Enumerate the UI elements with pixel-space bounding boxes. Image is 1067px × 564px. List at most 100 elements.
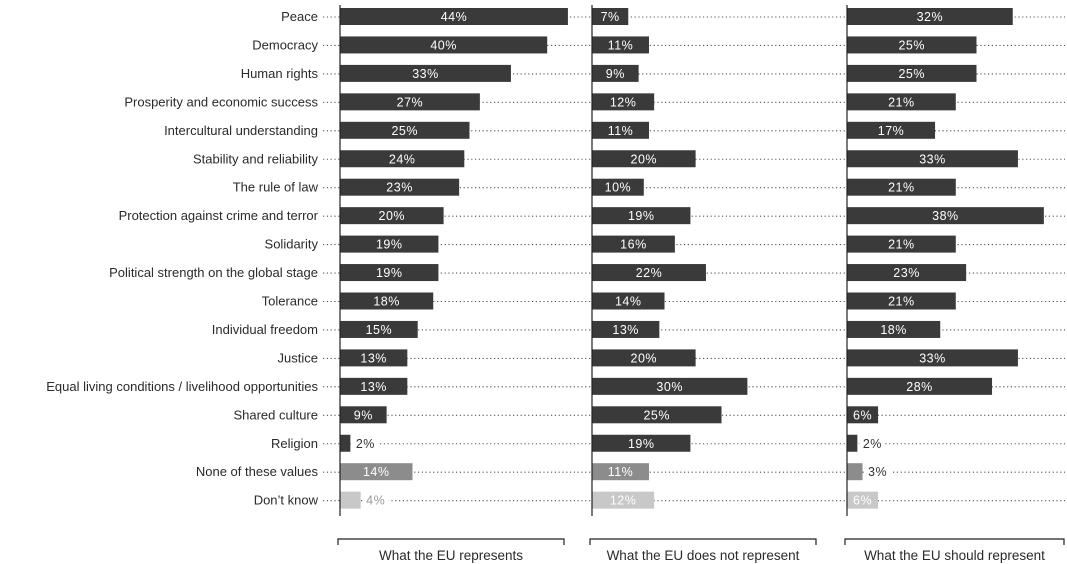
bar [340,406,387,424]
bar [592,264,706,282]
panel-title: What the EU does not represent [607,548,800,563]
bar-value-label: 2% [356,437,375,451]
bar-value-label: 23% [893,266,920,280]
bar-value-label: 18% [373,295,400,309]
bar-value-label: 4% [366,494,385,508]
bar-value-label: 12% [610,95,637,109]
bar [847,292,956,310]
bar [847,434,858,452]
bar [340,434,351,452]
bar-value-label: 17% [878,124,905,138]
category-label: Democracy [252,37,318,52]
bar-value-label: 13% [360,351,387,365]
bar-value-label: 20% [379,209,406,223]
bar-value-label: 11% [608,38,634,52]
bar-value-label: 40% [430,38,457,52]
bar-value-label: 33% [919,351,946,365]
bar-value-label: 14% [615,295,642,309]
bar [592,150,696,168]
bar [847,64,977,82]
bar-value-label: 6% [853,494,872,508]
category-label: Political strength on the global stage [109,265,318,280]
category-label: Don’t know [254,493,319,508]
category-label: Shared culture [233,407,318,422]
bar [340,463,413,481]
bar-value-label: 28% [906,380,933,394]
bar [592,178,644,196]
bar-value-label: 18% [880,323,907,337]
bar [592,406,722,424]
bar-value-label: 21% [888,295,915,309]
bar [847,377,993,395]
label-backdrop [362,492,389,508]
bar-value-label: 19% [376,238,403,252]
bar-value-label: 19% [628,209,655,223]
bar-value-label: 15% [366,323,393,337]
bar [592,121,649,139]
bar-value-label: 3% [868,465,887,479]
bar-value-label: 20% [631,351,658,365]
bar-value-label: 44% [441,10,468,24]
bar [847,491,879,509]
bar-value-label: 11% [608,465,634,479]
bar-value-label: 16% [620,238,647,252]
bar [592,349,696,367]
bar [847,320,941,338]
panel-bracket [844,538,1065,545]
bar-value-label: 13% [612,323,639,337]
bar [340,491,361,509]
bar [847,36,977,54]
bar [847,207,1044,225]
category-label: Equal living conditions / livelihood opp… [46,379,318,394]
bar-value-label: 25% [643,408,670,422]
category-label: Stability and reliability [193,151,319,166]
bar-value-label: 25% [391,124,418,138]
bar [340,264,439,282]
bar [340,121,470,139]
bar-value-label: 21% [888,95,915,109]
category-label: Peace [281,9,318,24]
bar [847,8,1013,25]
bar-value-label: 19% [628,437,655,451]
bar-value-label: 25% [898,67,925,81]
bar [340,207,444,225]
bar [592,434,691,452]
bar [592,491,655,509]
bar-value-label: 21% [888,238,915,252]
bar-value-label: 24% [389,152,416,166]
bar [340,377,408,395]
category-label: Intercultural understanding [164,123,318,138]
category-label: Solidarity [265,237,319,252]
bar [847,235,956,253]
bar [340,320,418,338]
category-label: Individual freedom [212,322,318,337]
bar [592,292,665,310]
bar-value-label: 7% [601,10,620,24]
label-backdrop [859,435,886,451]
bar-value-label: 33% [919,152,946,166]
bar-value-label: 19% [376,266,403,280]
bar-value-label: 9% [354,408,373,422]
bar [340,64,511,82]
bar [847,150,1018,168]
bar [340,150,465,168]
panel-title: What the EU represents [379,548,523,563]
label-backdrop [352,435,379,451]
bar [340,8,568,25]
bar [340,178,460,196]
bar [847,406,879,424]
bar-value-label: 12% [610,494,637,508]
bar-value-label: 38% [932,209,959,223]
bar-value-label: 9% [606,67,625,81]
category-label: Prosperity and economic success [124,94,318,109]
category-label: Justice [278,350,318,365]
panel-bracket [337,538,565,545]
bar [340,235,439,253]
bar [592,235,675,253]
bar-value-label: 2% [863,437,882,451]
bar [592,36,649,54]
bar-value-label: 10% [605,181,632,195]
category-label: Tolerance [262,294,318,309]
bar [340,292,434,310]
